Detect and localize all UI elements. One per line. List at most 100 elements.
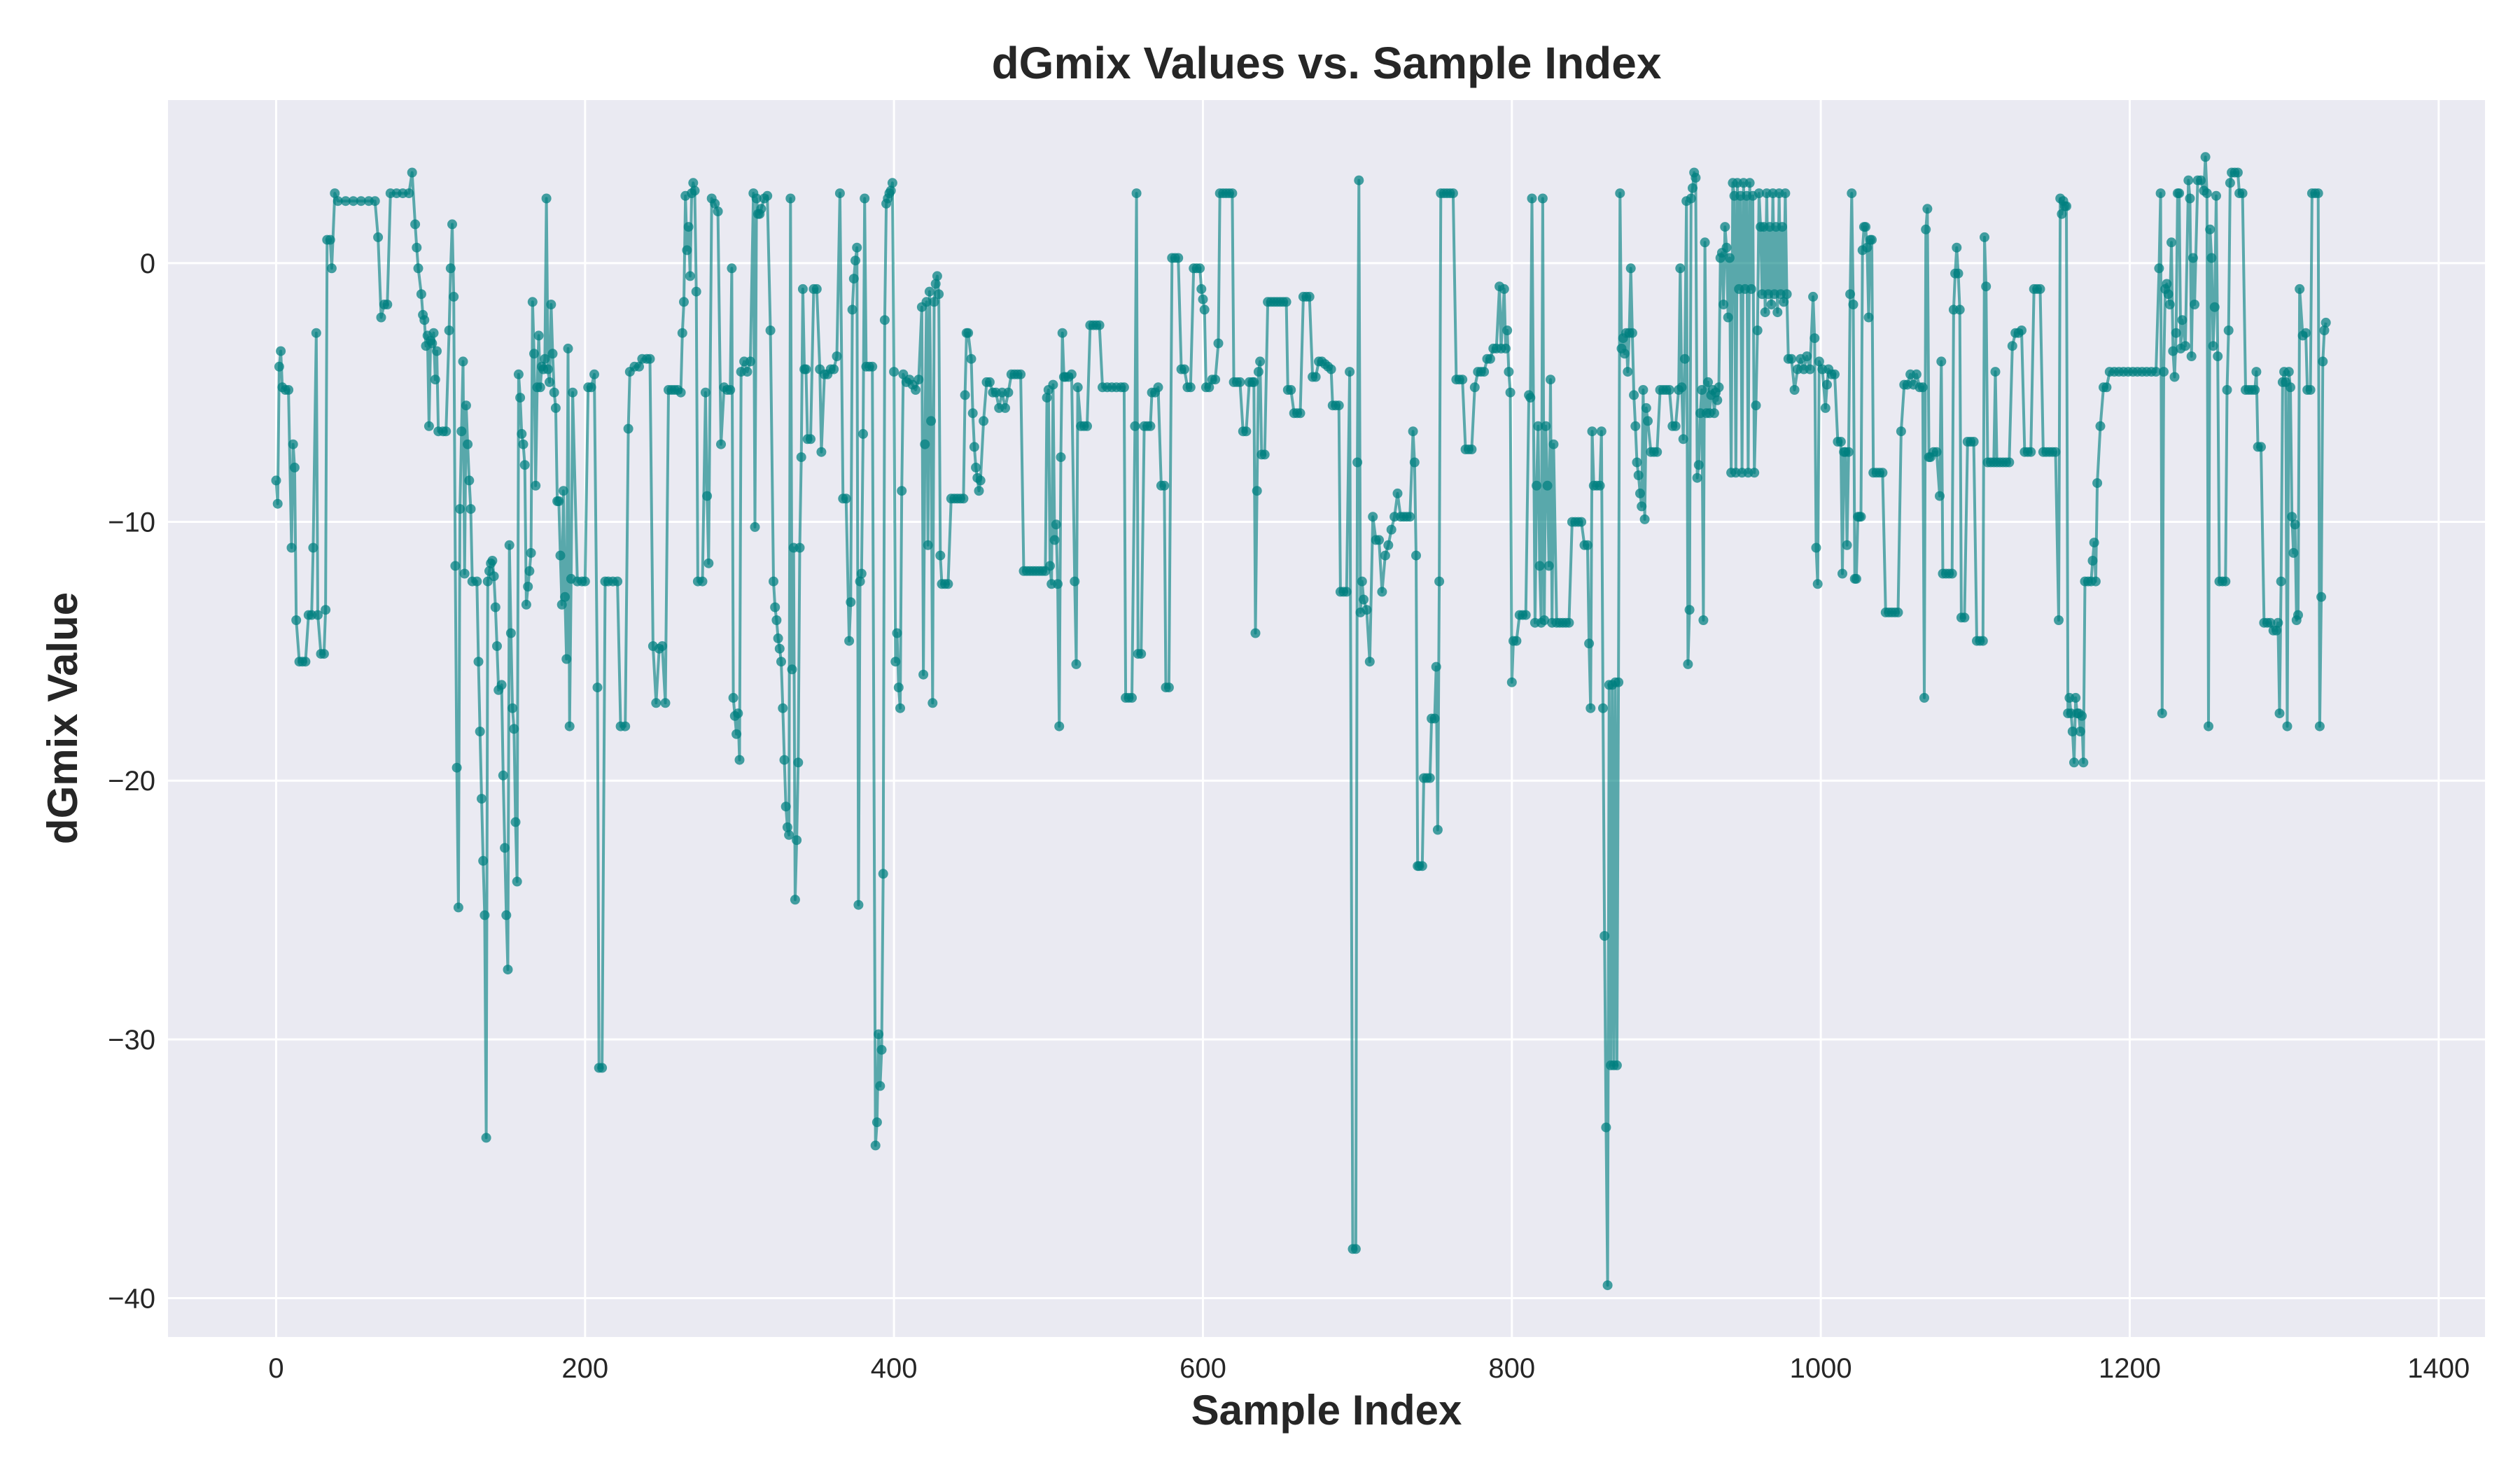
y-axis-label: dGmix Value [39, 592, 86, 844]
series-points [271, 152, 2331, 1291]
data-point [751, 193, 762, 204]
data-point [325, 234, 335, 245]
data-point [2057, 209, 2067, 219]
data-point [2177, 315, 2188, 326]
data-point [1000, 402, 1010, 413]
data-point [713, 206, 723, 216]
data-point [1227, 188, 1238, 199]
data-point [1511, 636, 1522, 646]
data-point [332, 196, 343, 206]
data-point [806, 434, 816, 444]
y-tick-label: −10 [108, 507, 155, 538]
data-point [586, 382, 596, 393]
data-point [1368, 512, 1378, 522]
data-point [424, 421, 434, 431]
data-point [1652, 447, 1662, 457]
data-point [1241, 426, 1252, 437]
data-point [1405, 512, 1415, 522]
data-point [2206, 253, 2217, 263]
data-point [1501, 343, 1511, 354]
data-point [1789, 385, 1800, 395]
data-point [300, 657, 311, 667]
data-point [2273, 617, 2283, 628]
data-point [732, 729, 742, 739]
data-point [1683, 659, 1693, 669]
data-point [1354, 175, 1364, 186]
data-point [1163, 682, 1174, 693]
data-point [966, 354, 976, 364]
data-point [1502, 326, 1513, 335]
data-point [1119, 382, 1129, 393]
data-point [1851, 573, 1861, 584]
y-tick-label: −40 [108, 1284, 155, 1315]
data-point [412, 242, 422, 253]
data-point [774, 643, 785, 654]
data-point [2256, 442, 2266, 452]
grid [168, 100, 2485, 1337]
data-point [934, 289, 944, 300]
data-point [1195, 263, 1205, 274]
data-point [876, 1044, 887, 1055]
data-point [348, 196, 358, 206]
data-point [2209, 302, 2220, 312]
data-point [1921, 224, 1931, 234]
data-point [1434, 576, 1445, 587]
data-point [1639, 514, 1650, 524]
data-point [1362, 605, 1372, 615]
data-point [816, 447, 827, 457]
data-point [1053, 579, 1063, 589]
data-point [930, 279, 941, 289]
data-point [1505, 387, 1516, 398]
data-point [1721, 242, 1732, 253]
data-point [1173, 253, 1184, 263]
data-point [1504, 367, 1514, 377]
data-point [481, 1133, 491, 1143]
data-point [645, 354, 655, 364]
data-point [702, 491, 713, 501]
data-point [2155, 188, 2166, 199]
data-point [750, 522, 760, 532]
data-point [2314, 721, 2325, 732]
data-point [895, 703, 905, 713]
data-point [447, 219, 457, 230]
data-point [889, 367, 899, 377]
data-point [2205, 224, 2216, 234]
data-point [623, 424, 634, 434]
data-point [1676, 382, 1687, 393]
data-point [2054, 615, 2064, 625]
data-point [489, 571, 499, 582]
data-point [1485, 354, 1495, 364]
data-point [2157, 708, 2167, 719]
data-point [1856, 512, 1866, 522]
data-point [918, 669, 929, 680]
data-point [2092, 478, 2103, 489]
data-point [1812, 579, 1823, 589]
data-point [1424, 773, 1435, 783]
data-point [556, 599, 567, 610]
data-point [688, 178, 699, 188]
data-point [2301, 328, 2311, 338]
data-point [1159, 480, 1170, 491]
data-point [1814, 356, 1824, 367]
data-point [1235, 377, 1245, 387]
data-point [963, 328, 974, 338]
data-point [1625, 263, 1636, 274]
data-point [1185, 382, 1196, 393]
data-point [458, 356, 468, 367]
data-point [464, 475, 475, 486]
data-point [1718, 300, 1729, 309]
data-point [2101, 382, 2112, 393]
data-point [677, 328, 687, 338]
data-point [523, 582, 533, 592]
data-point [2272, 625, 2282, 636]
data-point [1820, 402, 1830, 413]
data-point [428, 328, 439, 338]
data-point [1611, 1060, 1622, 1070]
data-point [2162, 279, 2172, 289]
data-point [546, 300, 556, 309]
data-point [1714, 382, 1724, 393]
data-point [762, 190, 773, 201]
data-point [1805, 364, 1815, 374]
data-point [1094, 320, 1105, 330]
